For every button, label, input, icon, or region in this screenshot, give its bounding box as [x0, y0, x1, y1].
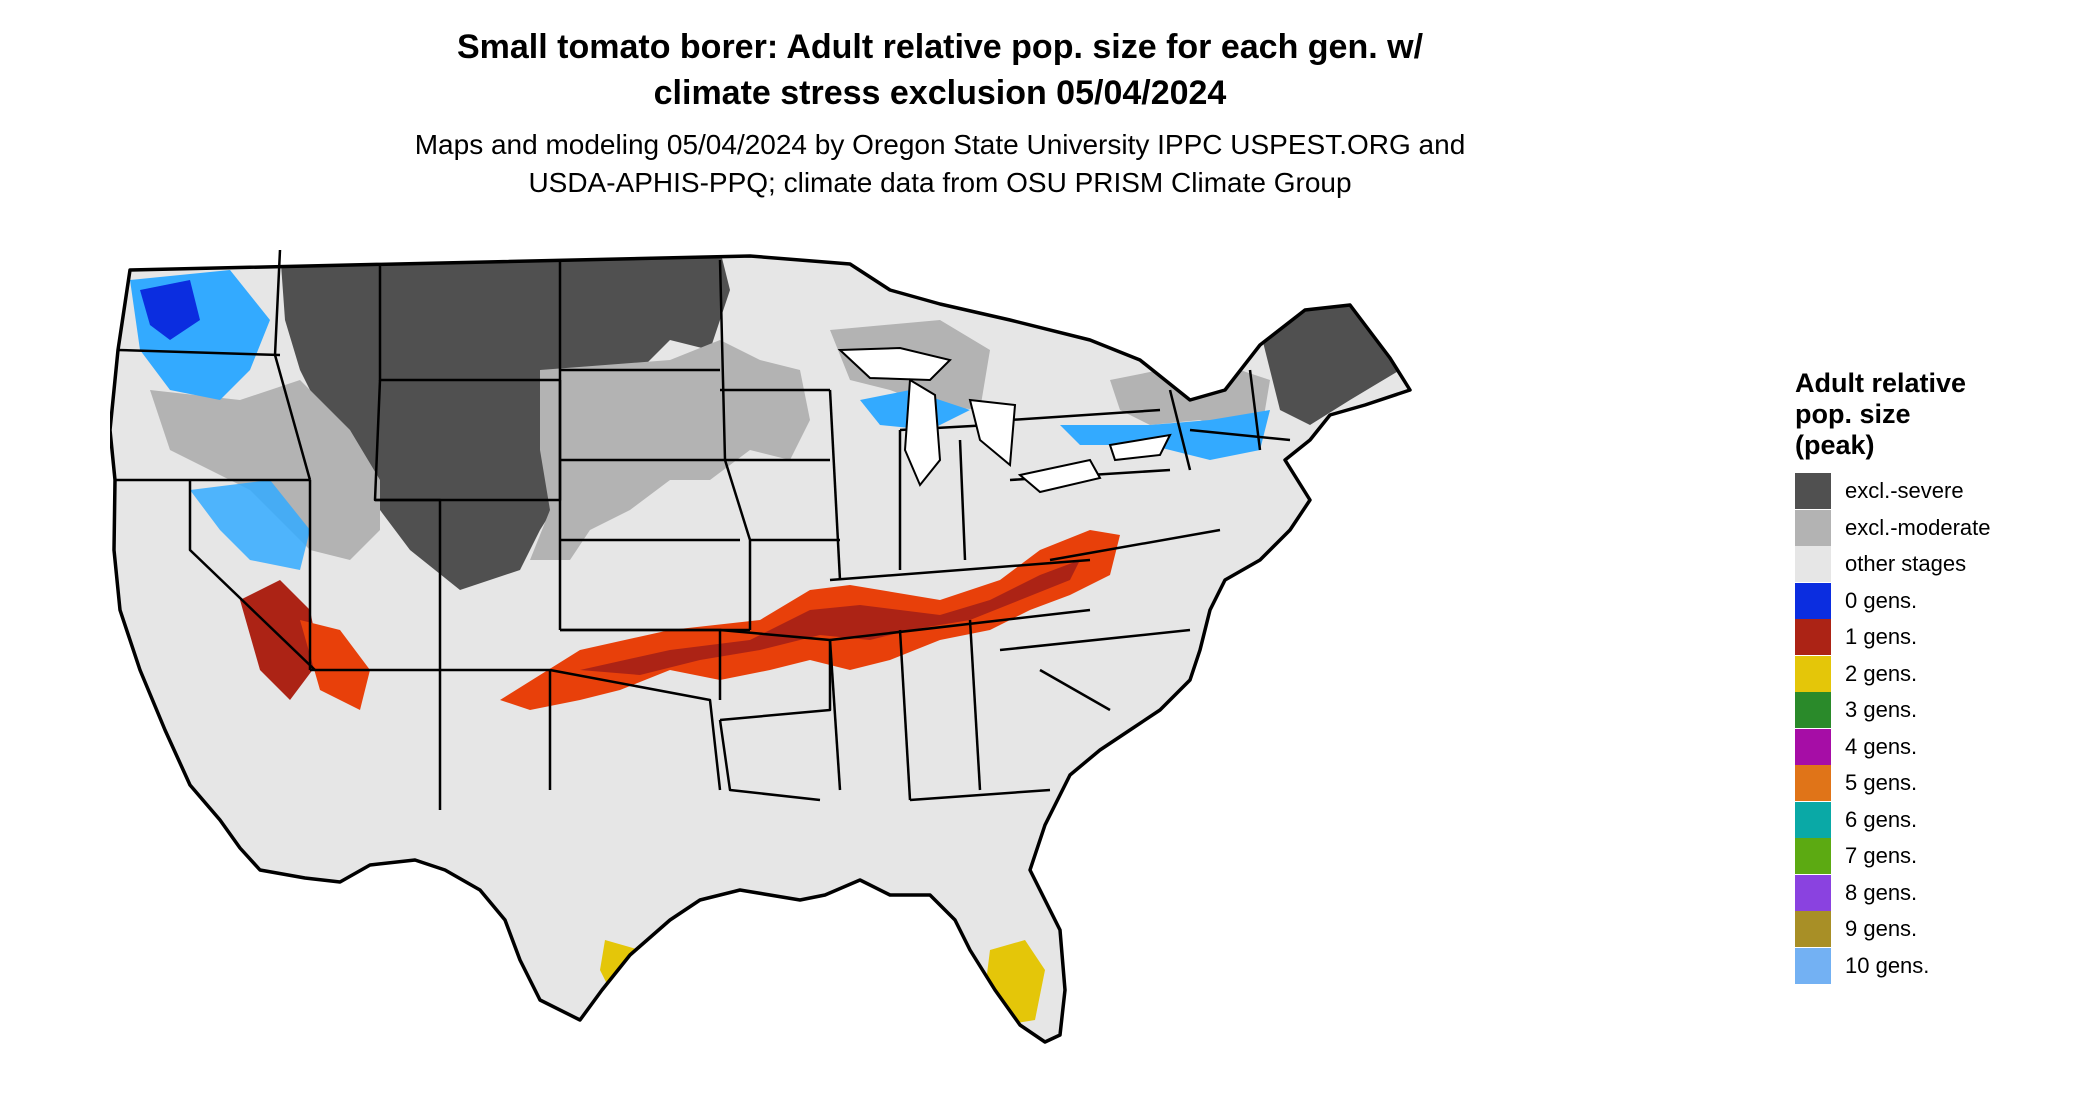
legend-swatch	[1795, 801, 1831, 838]
legend-swatch	[1795, 765, 1831, 802]
severe-zone-north	[280, 256, 730, 590]
cold-zone-great-basin	[190, 480, 310, 570]
legend-swatch	[1795, 509, 1831, 546]
map-title-line-1: Small tomato borer: Adult relative pop. …	[456, 28, 1424, 66]
legend-item: 0 gens.	[1795, 582, 2085, 620]
legend-swatch	[1795, 692, 1831, 729]
legend-item: 9 gens.	[1795, 911, 2085, 948]
legend-swatch	[1795, 874, 1831, 911]
legend-swatch	[1795, 728, 1831, 765]
legend-label: 0 gens.	[1845, 587, 1918, 613]
legend-label: 10 gens.	[1845, 952, 1930, 978]
map-subtitle: Maps and modeling 05/04/2024 by Oregon S…	[300, 126, 1580, 202]
legend-swatch	[1795, 473, 1831, 510]
legend-swatch	[1795, 619, 1831, 656]
gen1-zone-southwest	[240, 580, 320, 700]
map-title-line-2: climate stress exclusion 05/04/2024	[653, 74, 1227, 112]
great-lakes	[837, 346, 1172, 494]
legend-title-line-2: pop. size	[1795, 399, 1911, 429]
legend-item: 7 gens.	[1795, 838, 2085, 875]
legend-label: 9 gens.	[1845, 916, 1918, 942]
map-subtitle-line-2: USDA-APHIS-PPQ; climate data from OSU PR…	[528, 167, 1352, 198]
legend-item: excl.-moderate	[1795, 509, 2085, 547]
legend-label: 5 gens.	[1845, 770, 1918, 796]
legend-swatch	[1795, 838, 1831, 875]
legend-label: 3 gens.	[1845, 697, 1918, 723]
legend-title-line-3: (peak)	[1795, 430, 1875, 460]
legend-label: 4 gens.	[1845, 733, 1918, 759]
us-outline	[110, 254, 1412, 1044]
legend-item: 3 gens.	[1795, 692, 2085, 729]
us-map-svg	[110, 249, 1412, 1044]
moderate-zone-west	[150, 380, 380, 560]
us-map	[110, 230, 1680, 1116]
legend-label: 2 gens.	[1845, 660, 1918, 686]
map-title: Small tomato borer: Adult relative pop. …	[300, 24, 1580, 116]
legend-swatch	[1795, 655, 1831, 692]
legend-label: 8 gens.	[1845, 879, 1918, 905]
gen1-zone-arizona	[300, 620, 370, 710]
legend-label: other stages	[1845, 551, 1967, 577]
legend-item: 5 gens.	[1795, 765, 2085, 802]
legend-item: other stages	[1795, 546, 2085, 583]
legend-title: Adult relative pop. size (peak)	[1795, 368, 2085, 461]
legend-title-line-1: Adult relative	[1795, 368, 1967, 398]
cold-zone-northwest-dark	[140, 280, 200, 340]
legend-item: 1 gens.	[1795, 619, 2085, 656]
legend-label: 6 gens.	[1845, 806, 1918, 832]
legend-swatch	[1795, 947, 1831, 984]
map-subtitle-line-1: Maps and modeling 05/04/2024 by Oregon S…	[414, 129, 1466, 160]
moderate-zone-plains	[530, 340, 810, 560]
severe-zone-northeast	[1260, 290, 1400, 425]
legend-swatch	[1795, 582, 1831, 619]
legend-label: excl.-severe	[1845, 478, 1964, 504]
gen1-band-core	[580, 560, 1080, 675]
legend-label: 1 gens.	[1845, 624, 1918, 650]
legend-item: 4 gens.	[1795, 728, 2085, 766]
state-borders	[115, 249, 1291, 810]
legend-item: 10 gens.	[1795, 947, 2085, 985]
legend-item: 2 gens.	[1795, 655, 2085, 693]
legend-swatch	[1795, 546, 1831, 583]
legend-item: 8 gens.	[1795, 874, 2085, 912]
legend-label: 7 gens.	[1845, 843, 1918, 869]
legend-item: 6 gens.	[1795, 801, 2085, 839]
legend-item: excl.-severe	[1795, 473, 2085, 510]
legend-label: excl.-moderate	[1845, 514, 1991, 540]
map-legend: Adult relative pop. size (peak) excl.-se…	[1795, 368, 2085, 984]
legend-swatch	[1795, 911, 1831, 948]
